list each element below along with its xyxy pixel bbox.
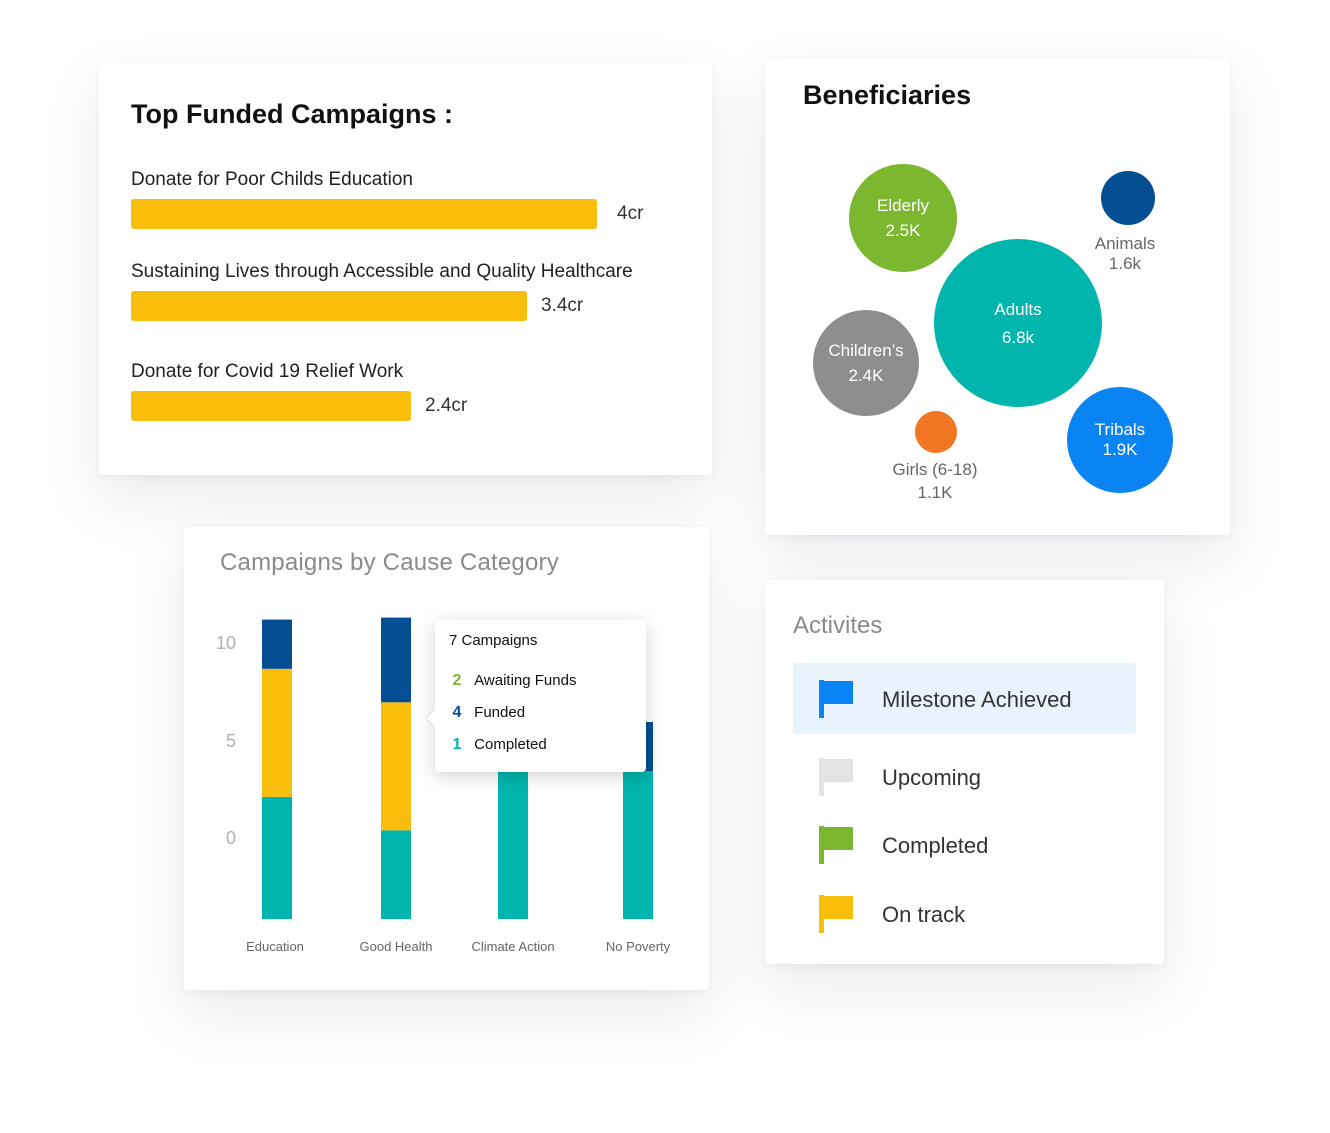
campaign-funding-bar xyxy=(131,199,597,229)
beneficiaries-card: Beneficiaries Elderly 2.5K Adults 6.8k C… xyxy=(765,58,1230,535)
flag-icon xyxy=(819,680,853,718)
bubble-label: Tribals xyxy=(1094,420,1146,439)
campaign-item[interactable]: Sustaining Lives through Accessible and … xyxy=(131,261,691,341)
flag-icon xyxy=(819,895,853,933)
x-category-label: Education xyxy=(246,939,304,954)
bubble-label: Elderly xyxy=(877,196,929,215)
campaign-amount: 3.4cr xyxy=(541,295,584,316)
x-category-label: Good Health xyxy=(360,939,433,954)
bubble-value: 2.4K xyxy=(848,366,884,385)
y-tick-label: 5 xyxy=(226,731,236,751)
campaign-amount: 4cr xyxy=(617,203,644,224)
campaign-name: Donate for Covid 19 Relief Work xyxy=(131,361,404,382)
x-category-label: No Poverty xyxy=(606,939,671,954)
bubble-animals[interactable] xyxy=(1101,171,1155,225)
bar-segment[interactable] xyxy=(498,771,528,919)
activity-on-track[interactable]: On track xyxy=(793,878,1136,949)
tooltip-count: 1 xyxy=(452,736,462,753)
tooltip-label: Awaiting Funds xyxy=(474,672,577,689)
tooltip-row-completed: 1 Completed xyxy=(447,736,547,754)
tooltip-label: Funded xyxy=(474,704,526,721)
tooltip-count: 4 xyxy=(452,704,462,721)
bar-segment[interactable] xyxy=(623,771,653,919)
activities-card: Activites Milestone Achieved Upcoming Co… xyxy=(765,580,1164,964)
bubble-tribals[interactable]: Tribals 1.9K xyxy=(1067,387,1173,493)
tooltip-title: 7 Campaigns xyxy=(449,632,538,649)
bubble-animals-label: Animals 1.6k xyxy=(1075,233,1175,273)
bubble-label: Animals xyxy=(1094,234,1156,253)
top-funded-title: Top Funded Campaigns : xyxy=(131,99,453,129)
bar-segment[interactable] xyxy=(262,668,292,797)
activities-title: Activites xyxy=(793,612,883,639)
bubble-label: Adults xyxy=(994,299,1042,319)
top-funded-campaigns-card: Top Funded Campaigns : Donate for Poor C… xyxy=(99,63,712,475)
bubble-girls-label: Girls (6-18) 1.1K xyxy=(870,458,1000,504)
campaign-amount: 2.4cr xyxy=(425,395,468,416)
campaign-funding-bar xyxy=(131,291,527,321)
bubble-adults[interactable]: Adults 6.8k xyxy=(934,239,1102,407)
bubble-value: 6.8k xyxy=(1001,327,1035,347)
flag-icon xyxy=(819,758,853,796)
chart-tooltip: 7 Campaigns 2 Awaiting Funds 4 Funded 1 … xyxy=(435,620,646,772)
activity-milestone-achieved[interactable]: Milestone Achieved xyxy=(793,663,1136,734)
bubble-elderly[interactable]: Elderly 2.5K xyxy=(849,164,957,272)
activity-label: Milestone Achieved xyxy=(882,687,1072,712)
cause-category-title: Campaigns by Cause Category xyxy=(220,549,559,576)
bubble-value: 1.1K xyxy=(917,483,953,502)
y-tick-label: 10 xyxy=(216,633,236,653)
activity-label: Completed xyxy=(882,833,989,858)
x-category-label: Climate Action xyxy=(471,939,554,954)
bubble-label: Girls (6-18) xyxy=(892,460,978,479)
bubble-value: 2.5K xyxy=(885,221,921,240)
flag-icon xyxy=(819,826,853,864)
activity-label: Upcoming xyxy=(882,765,982,790)
beneficiaries-title: Beneficiaries xyxy=(803,80,972,110)
campaign-name: Donate for Poor Childs Education xyxy=(131,169,413,190)
tooltip-count: 2 xyxy=(452,672,462,689)
bubble-girls[interactable] xyxy=(915,411,957,453)
bar-segment[interactable] xyxy=(381,617,411,703)
activity-upcoming[interactable]: Upcoming xyxy=(793,741,1136,812)
cause-category-card: Campaigns by Cause Category 10 5 0 Educatio… xyxy=(184,527,709,990)
campaign-item[interactable]: Donate for Covid 19 Relief Work 2.4cr xyxy=(131,361,691,441)
y-tick-label: 0 xyxy=(226,828,236,848)
bubble-value: 1.9K xyxy=(1102,440,1138,459)
bar-segment[interactable] xyxy=(381,702,411,831)
bar-segment[interactable] xyxy=(381,830,411,919)
campaign-funding-bar xyxy=(131,391,411,421)
bubble-childrens[interactable]: Children’s 2.4K xyxy=(813,310,919,416)
campaign-name: Sustaining Lives through Accessible and … xyxy=(131,261,633,282)
activity-completed[interactable]: Completed xyxy=(793,809,1136,880)
tooltip-label: Completed xyxy=(474,736,547,753)
activity-label: On track xyxy=(882,902,966,927)
bubble-value: 1.6k xyxy=(1108,254,1142,273)
tooltip-row-funded: 4 Funded xyxy=(447,704,526,722)
bar-segment[interactable] xyxy=(262,619,292,669)
campaign-item[interactable]: Donate for Poor Childs Education 4cr xyxy=(131,169,691,249)
bubble-label: Children’s xyxy=(828,341,904,360)
tooltip-row-awaiting: 2 Awaiting Funds xyxy=(447,672,577,690)
bar-segment[interactable] xyxy=(262,796,292,919)
